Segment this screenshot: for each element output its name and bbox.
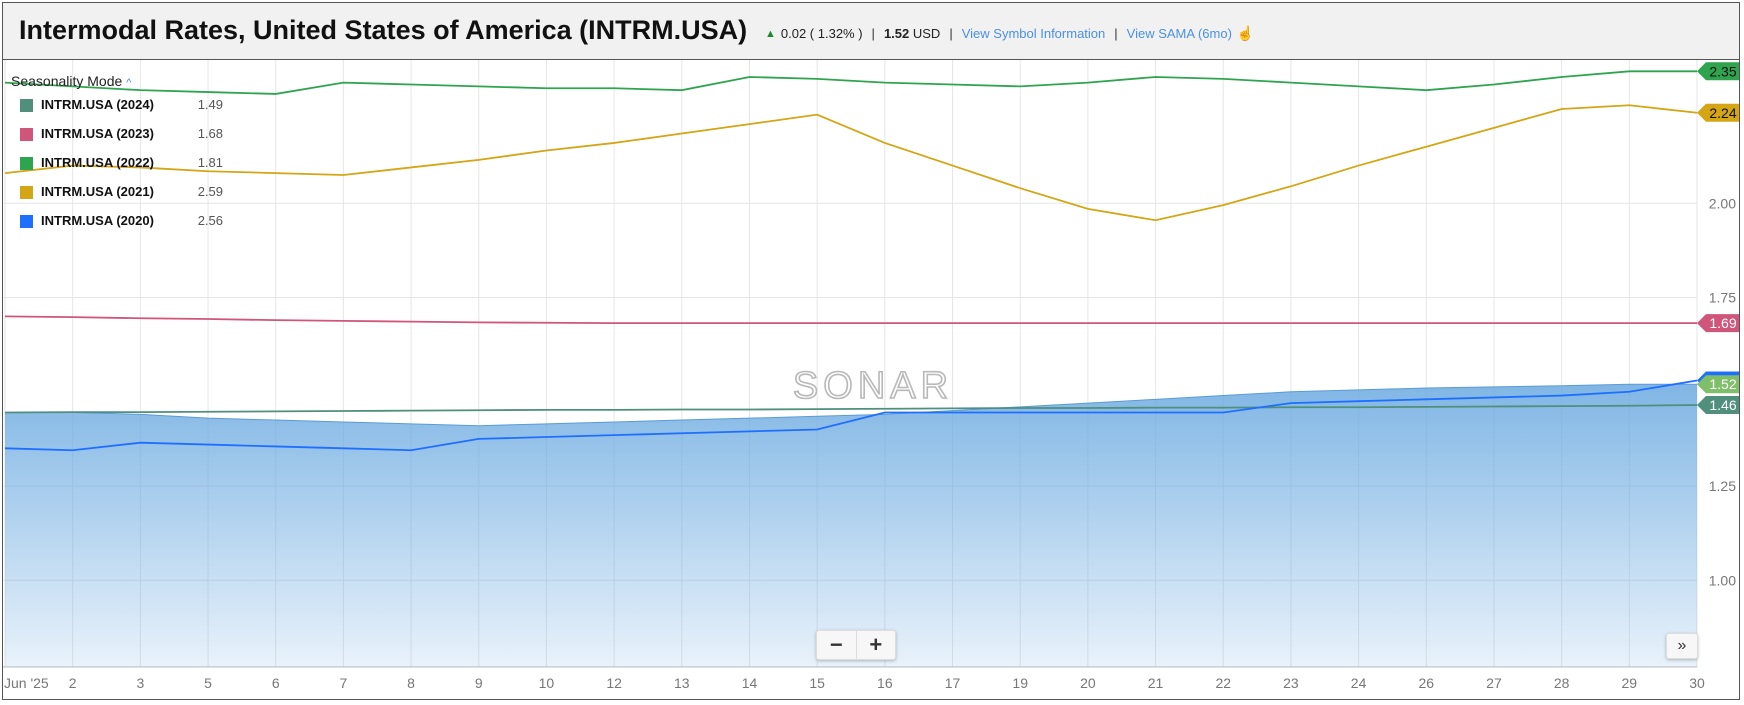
y-tick-label: 2.00 bbox=[1709, 195, 1736, 211]
series-end-label: 1.52 bbox=[1697, 375, 1739, 394]
legend-value: 2.59 bbox=[197, 184, 223, 199]
price-change: 0.02 ( 1.32% ) bbox=[780, 26, 863, 41]
legend-value: 1.68 bbox=[197, 126, 223, 141]
x-tick-label: 17 bbox=[945, 675, 961, 691]
legend-item[interactable]: INTRM.USA (2021) 2.59 bbox=[11, 180, 223, 209]
legend-swatch bbox=[20, 186, 33, 199]
chevron-up-icon: ^ bbox=[126, 77, 132, 89]
x-tick-label: 10 bbox=[539, 675, 555, 691]
x-tick-label: 6 bbox=[272, 675, 280, 691]
separator: | bbox=[1114, 26, 1118, 41]
legend-value: 1.49 bbox=[197, 97, 223, 112]
end-label-tag bbox=[1697, 62, 1739, 81]
sonar-watermark: SONAR bbox=[793, 365, 953, 407]
end-label-text: 1.69 bbox=[1709, 315, 1736, 331]
current-series-area-edge bbox=[5, 383, 1697, 427]
end-label-tag bbox=[1697, 395, 1739, 414]
y-tick-label: 1.00 bbox=[1709, 572, 1736, 588]
end-label-tag bbox=[1697, 103, 1739, 122]
legend-name: INTRM.USA (2020) bbox=[41, 213, 154, 228]
series-end-label: 2.35 bbox=[1697, 62, 1739, 81]
x-tick-label: 16 bbox=[877, 675, 893, 691]
end-label-text: 2.35 bbox=[1709, 63, 1736, 79]
x-tick-label: 28 bbox=[1554, 675, 1570, 691]
header-info: ▲ 0.02 ( 1.32% ) | 1.52 USD | View Symbo… bbox=[765, 25, 1254, 42]
x-tick-label: 23 bbox=[1283, 675, 1299, 691]
x-tick-label: Jun '25 bbox=[4, 675, 49, 691]
zoom-controls: − + bbox=[816, 630, 896, 660]
x-tick-label: 8 bbox=[407, 675, 415, 691]
series-line bbox=[4, 315, 1697, 325]
x-tick-label: 14 bbox=[742, 675, 758, 691]
x-tick-label: 9 bbox=[475, 675, 483, 691]
x-tick-label: 22 bbox=[1215, 675, 1231, 691]
legend-swatch bbox=[20, 215, 33, 228]
chart-title: Intermodal Rates, United States of Ameri… bbox=[19, 15, 748, 45]
series-line bbox=[4, 104, 1698, 222]
legend-item[interactable]: INTRM.USA (2022) 1.81 bbox=[11, 151, 223, 180]
seasonality-mode-label: Seasonality Mode bbox=[11, 73, 123, 89]
series-end-label: 2.24 bbox=[1697, 103, 1739, 122]
x-tick-label: 2 bbox=[69, 675, 77, 691]
legend: Seasonality Mode ^ INTRM.USA (2024) 1.49 … bbox=[11, 73, 223, 238]
legend-item[interactable]: INTRM.USA (2024) 1.49 bbox=[11, 93, 223, 122]
x-tick-label: 3 bbox=[136, 675, 144, 691]
expand-button[interactable]: » bbox=[1666, 633, 1698, 659]
separator: | bbox=[949, 26, 953, 41]
end-label-text: 1.52 bbox=[1709, 376, 1736, 392]
separator: | bbox=[871, 26, 875, 41]
up-arrow-icon: ▲ bbox=[765, 27, 776, 40]
legend-name: INTRM.USA (2021) bbox=[41, 184, 154, 199]
end-label-tag bbox=[1697, 375, 1739, 394]
zoom-out-button[interactable]: − bbox=[817, 631, 857, 659]
x-tick-label: 5 bbox=[204, 675, 212, 691]
x-tick-label: 15 bbox=[809, 675, 825, 691]
x-tick-label: 24 bbox=[1351, 675, 1367, 691]
current-price: 1.52 bbox=[883, 26, 910, 41]
x-tick-label: 30 bbox=[1689, 675, 1705, 691]
x-tick-label: 7 bbox=[340, 675, 348, 691]
end-label-tag bbox=[1697, 314, 1739, 333]
seasonality-mode-toggle[interactable]: Seasonality Mode ^ bbox=[11, 73, 131, 89]
legend-value: 2.56 bbox=[197, 213, 223, 228]
legend-swatch bbox=[20, 157, 33, 170]
legend-swatch bbox=[20, 128, 33, 141]
legend-swatch bbox=[20, 99, 33, 112]
zoom-in-button[interactable]: + bbox=[869, 632, 883, 657]
x-tick-label: 13 bbox=[674, 675, 690, 691]
legend-name: INTRM.USA (2022) bbox=[41, 155, 154, 170]
x-tick-label: 21 bbox=[1148, 675, 1164, 691]
end-label-text: 1.46 bbox=[1709, 397, 1736, 413]
y-tick-label: 1.75 bbox=[1709, 290, 1736, 306]
series-line bbox=[4, 404, 1698, 414]
x-tick-label: 20 bbox=[1080, 675, 1096, 691]
currency: USD bbox=[912, 26, 941, 41]
view-symbol-info-link[interactable]: View Symbol Information bbox=[961, 26, 1106, 41]
x-tick-label: 29 bbox=[1622, 675, 1638, 691]
current-series-area bbox=[5, 384, 1697, 667]
series-line bbox=[4, 70, 1697, 95]
chart-header: Intermodal Rates, United States of Ameri… bbox=[3, 3, 1739, 60]
series-end-label: 1.46 bbox=[1697, 395, 1739, 414]
end-label-text: 2.24 bbox=[1709, 105, 1736, 121]
legend-item[interactable]: INTRM.USA (2020) 2.56 bbox=[11, 209, 223, 238]
series-end-label: 1.69 bbox=[1697, 314, 1739, 333]
legend-name: INTRM.USA (2023) bbox=[41, 126, 154, 141]
x-tick-label: 27 bbox=[1486, 675, 1502, 691]
series-line bbox=[4, 379, 1698, 452]
legend-value: 1.81 bbox=[197, 155, 223, 170]
x-tick-label: 12 bbox=[606, 675, 622, 691]
x-tick-label: 26 bbox=[1418, 675, 1434, 691]
y-tick-label: 1.25 bbox=[1709, 478, 1736, 494]
x-tick-label: 19 bbox=[1012, 675, 1028, 691]
legend-item[interactable]: INTRM.USA (2023) 1.68 bbox=[11, 122, 223, 151]
hand-pointer-icon: ☝ bbox=[1236, 25, 1255, 41]
view-sama-link[interactable]: View SAMA (6mo) bbox=[1126, 26, 1232, 41]
legend-name: INTRM.USA (2024) bbox=[41, 97, 154, 112]
